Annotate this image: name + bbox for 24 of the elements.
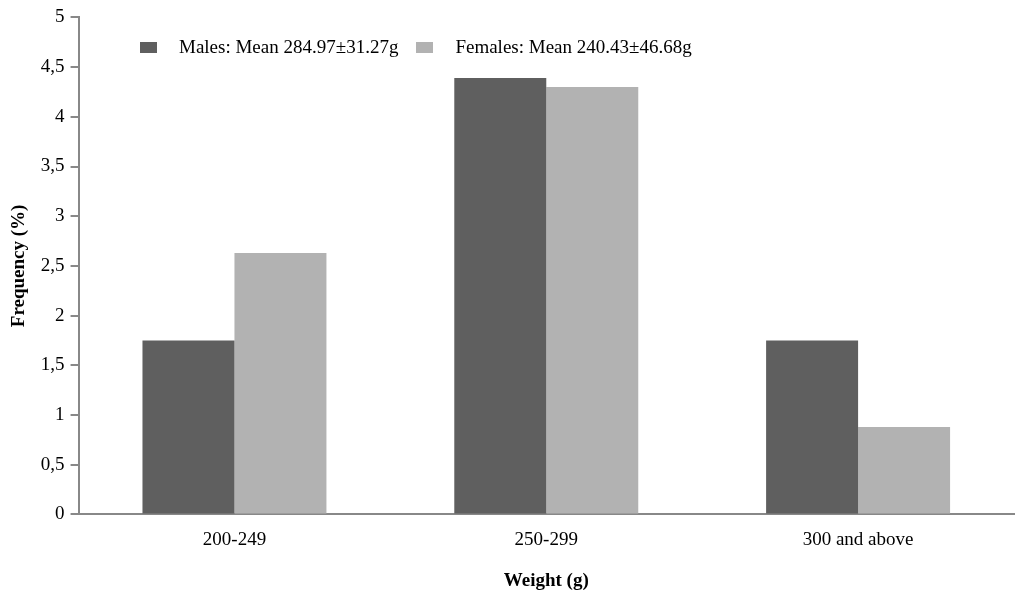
bar <box>234 252 327 514</box>
y-tick-label: 2,5 <box>40 253 65 275</box>
x-tick-label: 200-249 <box>202 527 267 549</box>
y-axis-title: Frequency (%) <box>7 204 30 328</box>
y-tick-label: 1,5 <box>40 353 65 375</box>
y-tick-label: 3 <box>55 204 65 226</box>
bar <box>454 78 547 514</box>
bar <box>858 426 951 514</box>
y-tick-label: 3,5 <box>40 154 65 176</box>
x-axis-title: Weight (g) <box>503 568 589 591</box>
bar <box>142 340 235 514</box>
legend-label: Males: Mean 284.97±31.27g <box>179 36 399 58</box>
bar <box>766 340 859 514</box>
y-tick-label: 0 <box>55 502 65 524</box>
y-tick-label: 4 <box>55 104 66 126</box>
y-tick-label: 1 <box>55 402 65 424</box>
y-tick-label: 5 <box>55 5 65 27</box>
x-tick-label: 250-299 <box>514 527 578 549</box>
y-tick-label: 0,5 <box>40 452 65 474</box>
legend-label: Females: Mean 240.43±46.68g <box>455 36 692 58</box>
y-tick-label: 2 <box>55 303 65 325</box>
bar <box>546 86 639 514</box>
y-tick-label: 4,5 <box>40 55 65 77</box>
x-tick-label: 300 and above <box>802 527 914 549</box>
